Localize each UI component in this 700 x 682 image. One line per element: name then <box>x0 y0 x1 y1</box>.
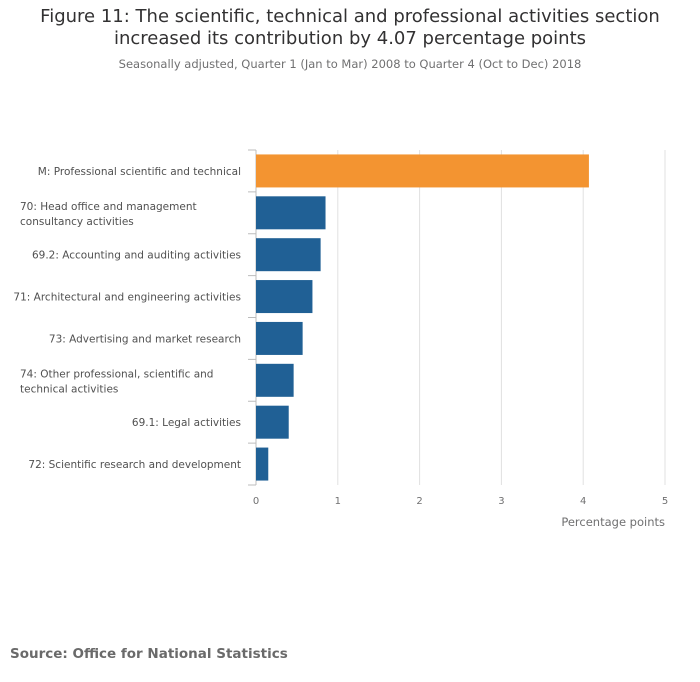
x-tick-label: 3 <box>498 496 504 507</box>
chart-title: Figure 11: The scientific, technical and… <box>0 6 700 50</box>
category-label: 71: Architectural and engineering activi… <box>13 292 241 304</box>
bar <box>256 196 326 230</box>
category-label: 69.1: Legal activities <box>132 417 241 429</box>
category-label: technical activities <box>20 383 118 395</box>
x-tick-label: 2 <box>416 496 422 507</box>
category-label: consultancy activities <box>20 216 134 228</box>
bar-chart: 0 1 2 3 4 5 M: Professional scientific and tec… <box>13 149 668 529</box>
bar <box>256 363 294 397</box>
x-tick-label: 5 <box>662 496 668 507</box>
source-note: Source: Office for National Statistics <box>10 646 288 662</box>
x-tick-label: 0 <box>253 496 259 507</box>
category-label: 69.2: Accounting and auditing activities <box>32 250 241 262</box>
bar <box>256 321 303 355</box>
chart-subtitle: Seasonally adjusted, Quarter 1 (Jan to M… <box>118 57 582 71</box>
bar <box>256 405 289 439</box>
chart-title-line-2: increased its contribution by 4.07 perce… <box>113 28 587 49</box>
bar <box>256 238 321 272</box>
bar <box>256 154 589 188</box>
category-label: 73: Advertising and market research <box>49 333 241 345</box>
category-label: 70: Head office and management <box>20 201 197 213</box>
x-tick-label: 1 <box>335 496 341 507</box>
bar <box>256 447 269 481</box>
category-label: M: Professional scientific and technical <box>38 166 241 178</box>
bar <box>256 280 313 314</box>
category-label: 72: Scientific research and development <box>28 459 241 471</box>
category-label: 74: Other professional, scientific and <box>20 368 213 380</box>
chart-title-line-1: Figure 11: The scientific, technical and… <box>40 6 660 27</box>
x-axis-title: Percentage points <box>561 515 665 529</box>
x-tick-label: 4 <box>580 496 586 507</box>
